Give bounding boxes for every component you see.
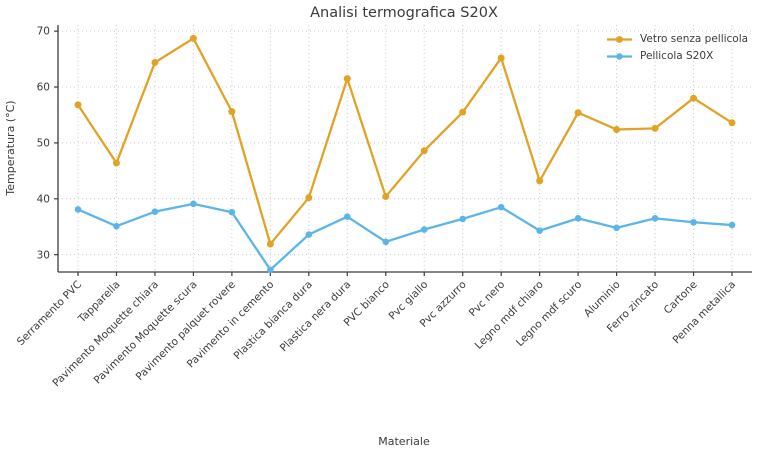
data-point	[151, 208, 159, 215]
data-point	[651, 124, 659, 132]
data-point	[613, 126, 621, 133]
x-tick-label: Legno mdf chiaro	[473, 279, 546, 352]
data-point	[189, 34, 197, 42]
data-point	[459, 108, 467, 116]
data-point	[536, 177, 544, 185]
data-point	[343, 213, 351, 220]
data-point	[151, 58, 159, 66]
y-tick-label: 50	[37, 138, 50, 150]
data-point	[113, 222, 120, 230]
data-point	[343, 75, 351, 83]
series-layer	[74, 34, 736, 274]
y-tick-label: 60	[37, 82, 50, 94]
series-line-vetro	[76, 37, 734, 246]
data-point	[228, 108, 236, 116]
legend-label: Pellicola S20X	[640, 50, 714, 62]
x-tick-label: Cartone	[662, 279, 700, 317]
data-point	[690, 218, 697, 226]
data-point	[613, 224, 620, 232]
data-point	[305, 194, 313, 202]
data-point	[574, 109, 582, 117]
y-tick-label: 70	[37, 26, 50, 38]
data-point	[112, 159, 120, 167]
x-tick-label: Plastica nera dura	[278, 279, 354, 355]
y-tick-label: 40	[37, 193, 50, 205]
data-point	[74, 101, 82, 109]
y-tick-label: 30	[37, 249, 50, 261]
y-axis-label: Temperatura (°C)	[4, 100, 17, 196]
data-point	[574, 215, 582, 222]
line-marker-icon	[607, 53, 632, 60]
data-point	[190, 200, 197, 208]
data-point	[651, 215, 659, 222]
data-point	[266, 240, 274, 248]
data-point	[228, 208, 236, 216]
data-point	[305, 231, 313, 238]
x-axis-label: Materiale	[378, 435, 430, 448]
series-line-pellicola	[76, 202, 734, 271]
data-point	[420, 147, 428, 155]
x-tick-label: Serramento PVC	[15, 279, 84, 348]
data-point	[382, 238, 390, 246]
data-point	[497, 54, 505, 62]
chart-title: Analisi termografica S20X	[310, 5, 498, 21]
data-point	[728, 119, 736, 127]
line-marker-icon	[607, 36, 632, 43]
data-point	[497, 203, 505, 211]
data-point	[459, 215, 467, 223]
x-tick-label: Pvc nero	[467, 279, 508, 320]
x-tick-label: Legno mdf scuro	[514, 279, 584, 349]
data-point	[690, 94, 698, 102]
legend: Vetro senza pellicola Pellicola S20X	[606, 33, 748, 63]
data-point	[536, 227, 543, 234]
legend-entry-vetro: Vetro senza pellicola	[606, 33, 748, 46]
data-point	[382, 193, 390, 201]
data-point	[74, 206, 82, 213]
data-point	[420, 226, 428, 233]
data-point	[728, 221, 736, 229]
legend-entry-pellicola: Pellicola S20X	[606, 50, 748, 63]
legend-label: Vetro senza pellicola	[640, 33, 749, 45]
data-point	[267, 266, 274, 274]
